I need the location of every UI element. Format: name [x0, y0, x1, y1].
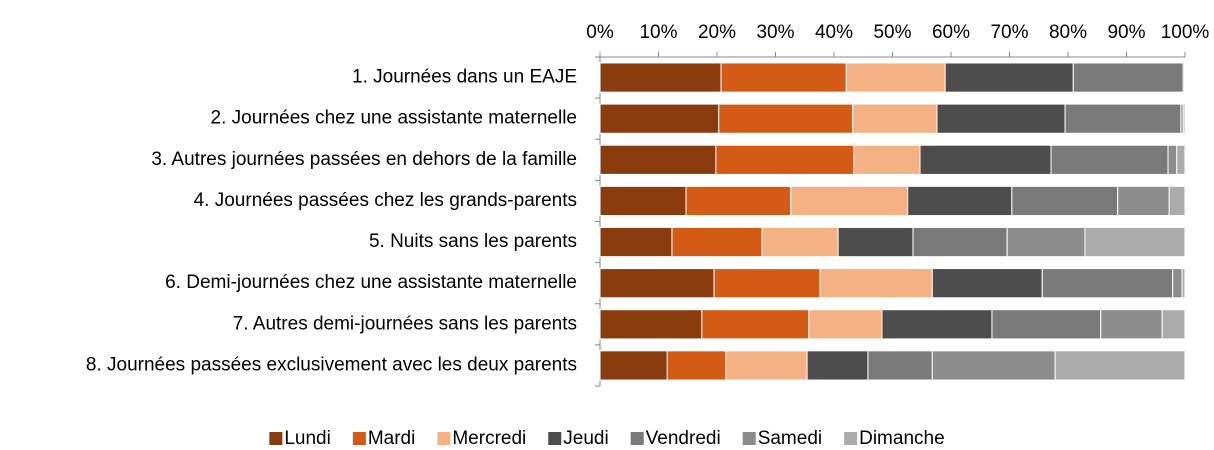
bar-segment [1006, 226, 1086, 258]
legend-label: Mardi [368, 428, 416, 449]
bar-segment [845, 62, 946, 93]
bar-segment [867, 350, 933, 381]
x-tick-label: 60% [932, 22, 970, 43]
y-tick-label: 8. Journées passées exclusivement avec l… [86, 354, 577, 375]
bar-segment [671, 226, 763, 258]
legend-swatch [548, 432, 562, 445]
bar-segment [718, 103, 854, 134]
legend-swatch [844, 432, 858, 445]
bar-segment [1168, 185, 1186, 217]
bar-segment [1161, 309, 1186, 340]
bar-segment [599, 185, 687, 217]
x-tick-label: 100% [1161, 22, 1210, 43]
bar-segment [713, 268, 821, 299]
bar-segment [852, 103, 938, 134]
bar-segment [715, 144, 855, 175]
bar-segment [599, 268, 715, 299]
legend-label: Samedi [758, 428, 822, 449]
x-tick-label: 40% [815, 22, 853, 43]
bar-segment [1084, 226, 1186, 258]
x-tick-label: 0% [586, 22, 614, 43]
bar-segment [599, 62, 722, 93]
y-tick-label: 4. Journées passées chez les grands-pare… [194, 190, 577, 211]
bar-segment [1181, 268, 1186, 299]
y-tick-label: 6. Demi-journées chez une assistante mat… [165, 272, 577, 293]
bar-segment [819, 268, 933, 299]
bar-segment [991, 309, 1102, 340]
legend-label: Jeudi [563, 428, 608, 449]
bar-segment [837, 226, 914, 258]
bar-segment [912, 226, 1008, 258]
bar-segment [666, 350, 727, 381]
x-tick-label: 10% [639, 22, 677, 43]
bar-segment [1167, 144, 1178, 175]
bar-segment [725, 350, 808, 381]
bar-segment [944, 62, 1074, 93]
bar-segment [936, 103, 1066, 134]
bar-segment [790, 185, 909, 217]
bar-segment [599, 309, 703, 340]
bar-segment [599, 103, 720, 134]
x-tick-label: 80% [1049, 22, 1087, 43]
bar-segment [1011, 185, 1119, 217]
y-tick-label: 3. Autres journées passées en dehors de … [151, 149, 577, 170]
legend-label: Dimanche [859, 428, 945, 449]
bar-segment [701, 309, 810, 340]
bar-segment [881, 309, 993, 340]
bar-segment [907, 185, 1013, 217]
bar-segment [1172, 268, 1183, 299]
y-tick-label: 7. Autres demi-journées sans les parents [233, 313, 577, 334]
bar-segment [1117, 185, 1170, 217]
y-tick-label: 2. Journées chez une assistante maternel… [211, 108, 578, 129]
legend-swatch [352, 432, 366, 445]
legend-swatch [269, 432, 283, 445]
bar-segment [853, 144, 921, 175]
x-tick-label: 20% [698, 22, 736, 43]
bar-segment [1183, 62, 1186, 93]
bar-segment [1176, 144, 1186, 175]
bar-segment [761, 226, 839, 258]
legend-swatch [630, 432, 644, 445]
y-tick-label: 1. Journées dans un EAJE [352, 67, 577, 88]
legend-label: Vendredi [646, 428, 721, 449]
bar-segment [1041, 268, 1174, 299]
x-tick-label: 50% [873, 22, 911, 43]
bar-segment [808, 309, 883, 340]
legend-label: Mercredi [452, 428, 526, 449]
bar-segment [720, 62, 847, 93]
bar-segment [599, 144, 717, 175]
bar-segment [685, 185, 792, 217]
bar-segment [1064, 103, 1182, 134]
bar-segment [599, 350, 668, 381]
bar-segment [1100, 309, 1163, 340]
bar-segment [599, 226, 673, 258]
bar-segment [1050, 144, 1169, 175]
bar-segment [931, 350, 1056, 381]
y-tick-label: 5. Nuits sans les parents [369, 231, 577, 252]
legend-label: Lundi [284, 428, 331, 449]
bar-segment [806, 350, 869, 381]
bar-segment [1182, 103, 1186, 134]
legend-swatch [437, 432, 451, 445]
legend-swatch [742, 432, 756, 445]
x-tick-label: 30% [756, 22, 794, 43]
bar-segment [1054, 350, 1186, 381]
x-tick-label: 90% [1107, 22, 1145, 43]
bar-segment [1072, 62, 1184, 93]
bar-segment [919, 144, 1052, 175]
x-tick-label: 70% [990, 22, 1028, 43]
bar-segment [931, 268, 1043, 299]
